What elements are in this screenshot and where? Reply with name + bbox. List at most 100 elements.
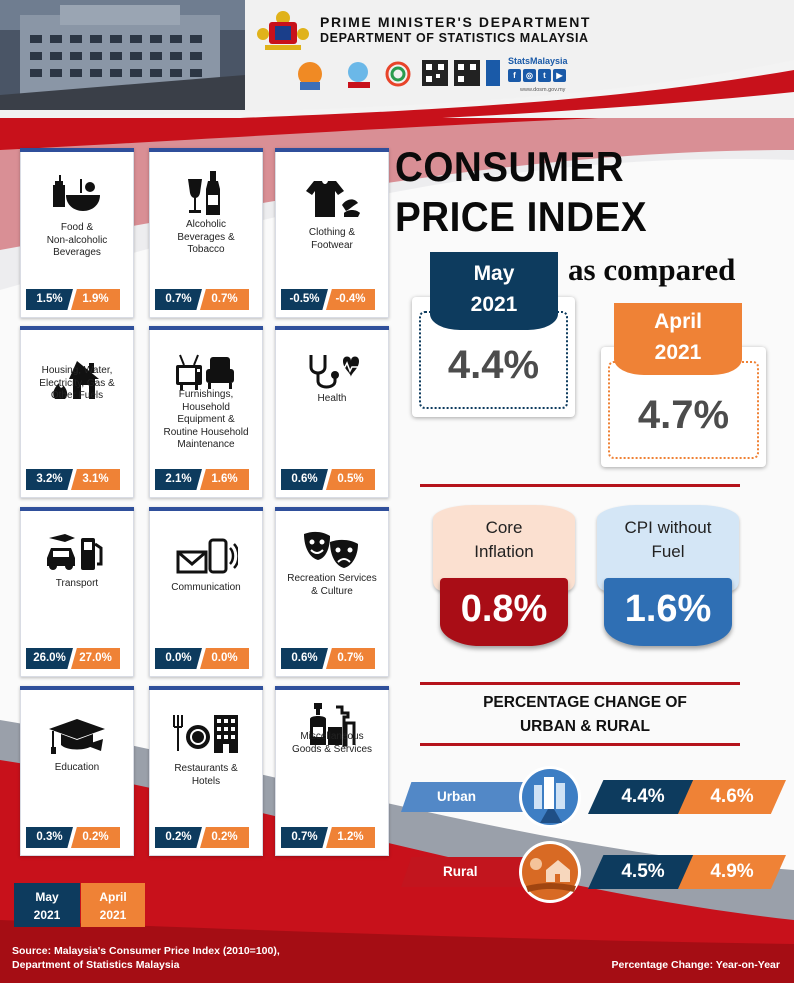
category-values: 0.0% 0.0% bbox=[155, 648, 259, 669]
bottle-icon bbox=[150, 169, 262, 215]
website-link[interactable]: www.dosm.gov.my bbox=[520, 87, 566, 93]
source-note: Source: Malaysia's Consumer Price Index … bbox=[12, 944, 280, 972]
april-headline-value: 4.7% bbox=[637, 393, 730, 437]
category-label: Alcoholic Beverages & Tobacco bbox=[177, 219, 235, 255]
source-line2: Department of Statistics Malaysia bbox=[12, 959, 180, 971]
category-label: Food & Non-alcoholic Beverages bbox=[46, 222, 108, 258]
category-label: Health bbox=[317, 393, 347, 404]
urban-rural-heading-line1: PERCENTAGE CHANGE OF bbox=[483, 694, 687, 711]
as-compared-text: as compared bbox=[568, 252, 736, 287]
dept-title: PRIME MINISTER'S DEPARTMENT bbox=[320, 14, 592, 30]
category-values: 0.6% 0.5% bbox=[281, 469, 385, 490]
divider-3 bbox=[420, 743, 740, 746]
legend-may-line1: May bbox=[35, 890, 59, 904]
food-icon bbox=[21, 173, 133, 213]
category-may-value: 0.3% bbox=[26, 827, 73, 848]
percentage-change-note: Percentage Change: Year-on-Year bbox=[611, 959, 780, 971]
category-card: Alcoholic Beverages & Tobacco 0.7% 0.7% bbox=[149, 148, 263, 318]
cpi-title-line1: CONSUMER bbox=[395, 143, 625, 190]
youtube-icon[interactable]: ▶ bbox=[553, 69, 566, 82]
stethoscope-icon bbox=[276, 351, 388, 391]
category-april-value: 3.1% bbox=[71, 469, 120, 490]
urban-april-value: 4.6% bbox=[678, 780, 786, 814]
category-may-value: 1.5% bbox=[26, 289, 73, 310]
rural-label: Rural bbox=[401, 857, 531, 887]
category-april-value: 0.5% bbox=[326, 469, 375, 490]
category-card: Transport 26.0% 27.0% bbox=[20, 507, 134, 677]
category-values: 0.2% 0.2% bbox=[155, 827, 259, 848]
cpi-title-line2: PRICE INDEX bbox=[395, 193, 647, 240]
clothing-icon bbox=[276, 177, 388, 217]
category-may-value: 0.0% bbox=[155, 648, 202, 669]
category-april-value: 27.0% bbox=[71, 648, 120, 669]
facebook-icon[interactable]: f bbox=[508, 69, 521, 82]
category-values: 0.3% 0.2% bbox=[26, 827, 130, 848]
category-label: Recreation Services & Culture bbox=[287, 573, 377, 597]
core-inflation-value: 0.8% bbox=[460, 588, 548, 630]
category-may-value: 0.6% bbox=[281, 648, 328, 669]
category-card: Miscellaneous Goods & Services 0.7% 1.2% bbox=[275, 686, 389, 856]
category-label: Furnishings, Household Equipment & Routi… bbox=[163, 389, 249, 450]
card-top-bar bbox=[20, 326, 134, 330]
april-year: 2021 bbox=[654, 341, 702, 364]
fuel-label-line2: Fuel bbox=[651, 542, 685, 561]
urban-label: Urban bbox=[401, 782, 531, 812]
category-values: 2.1% 1.6% bbox=[155, 469, 259, 490]
cpi-title: CONSUMER PRICE INDEX bbox=[395, 142, 647, 242]
category-card: Communication 0.0% 0.0% bbox=[149, 507, 263, 677]
card-top-bar bbox=[20, 148, 134, 152]
legend-april: April 2021 bbox=[81, 883, 145, 927]
category-may-value: 26.0% bbox=[26, 648, 73, 669]
category-april-value: 0.2% bbox=[200, 827, 249, 848]
restaurant-hotel-icon bbox=[150, 711, 262, 753]
building-photo bbox=[0, 0, 245, 110]
may-year: 2021 bbox=[470, 293, 518, 316]
may-month: May bbox=[473, 262, 515, 285]
category-values: 3.2% 3.1% bbox=[26, 469, 130, 490]
category-april-value: 1.2% bbox=[326, 827, 375, 848]
category-april-value: 0.7% bbox=[200, 289, 249, 310]
category-label: Clothing & Footwear bbox=[308, 227, 356, 251]
fuel-label-line1: CPI without bbox=[624, 518, 712, 537]
category-label: Miscellaneous Goods & Services bbox=[291, 731, 373, 755]
category-card: Recreation Services & Culture 0.6% 0.7% bbox=[275, 507, 389, 677]
category-values: 0.7% 1.2% bbox=[281, 827, 385, 848]
category-card: Health 0.6% 0.5% bbox=[275, 326, 389, 498]
partner-logos bbox=[298, 60, 500, 90]
category-april-value: 0.2% bbox=[71, 827, 120, 848]
category-card: Furnishings, Household Equipment & Routi… bbox=[149, 326, 263, 498]
cleaning-products-icon bbox=[276, 701, 388, 747]
category-april-value: 0.7% bbox=[326, 648, 375, 669]
card-top-bar bbox=[20, 686, 134, 690]
urban-rural-heading: PERCENTAGE CHANGE OF URBAN & RURAL bbox=[440, 691, 730, 739]
card-top-bar bbox=[275, 507, 389, 511]
furniture-icon bbox=[150, 351, 262, 391]
category-may-value: 0.2% bbox=[155, 827, 202, 848]
card-top-bar bbox=[149, 686, 263, 690]
divider-1 bbox=[420, 484, 740, 487]
header: PRIME MINISTER'S DEPARTMENT DEPARTMENT O… bbox=[0, 0, 794, 118]
city-icon bbox=[519, 766, 581, 828]
transport-icon bbox=[21, 530, 133, 570]
social-icons: f ◎ t ▶ bbox=[508, 69, 566, 82]
card-top-bar bbox=[20, 507, 134, 511]
legend-may: May 2021 bbox=[14, 883, 80, 927]
category-card: Restaurants & Hotels 0.2% 0.2% bbox=[149, 686, 263, 856]
core-inflation-label-bg bbox=[433, 505, 575, 591]
category-april-value: 1.9% bbox=[71, 289, 120, 310]
card-top-bar bbox=[149, 507, 263, 511]
category-values: 0.7% 0.7% bbox=[155, 289, 259, 310]
category-values: 1.5% 1.9% bbox=[26, 289, 130, 310]
category-may-value: 0.7% bbox=[155, 289, 202, 310]
instagram-icon[interactable]: ◎ bbox=[523, 69, 536, 82]
legend-may-line2: 2021 bbox=[33, 908, 61, 922]
graduation-cap-icon bbox=[21, 715, 133, 755]
category-values: 26.0% 27.0% bbox=[26, 648, 130, 669]
card-top-bar bbox=[275, 148, 389, 152]
twitter-icon[interactable]: t bbox=[538, 69, 551, 82]
category-may-value: 3.2% bbox=[26, 469, 73, 490]
house-fire-icon bbox=[21, 357, 133, 399]
category-may-value: -0.5% bbox=[281, 289, 328, 310]
legend-april-line1: April bbox=[99, 890, 127, 904]
category-may-value: 2.1% bbox=[155, 469, 202, 490]
